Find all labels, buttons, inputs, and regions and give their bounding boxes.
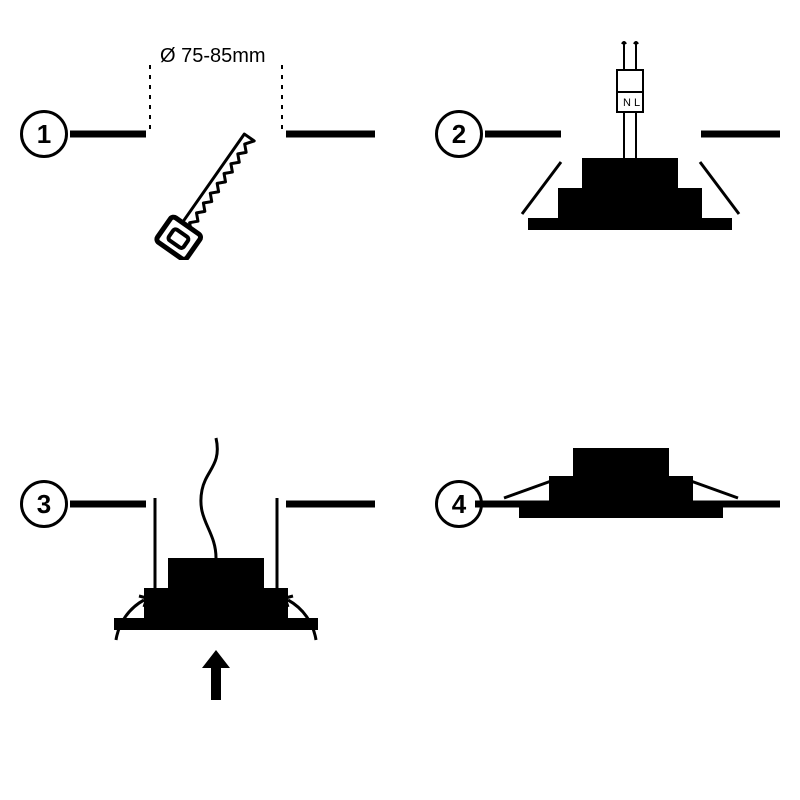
panel-3 xyxy=(20,420,420,740)
panel-2: N L xyxy=(430,30,790,290)
fixture-body xyxy=(114,558,318,630)
fixture-body xyxy=(528,158,732,230)
panel-4 xyxy=(430,440,790,640)
terminal-l-label: L xyxy=(634,97,640,109)
installation-diagram: 1 Ø 75-85mm 2 xyxy=(0,0,800,800)
panel-1 xyxy=(30,40,390,260)
fixture-body xyxy=(519,448,723,518)
push-up-arrow-icon xyxy=(202,650,230,700)
terminal-n-label: N xyxy=(623,97,631,109)
